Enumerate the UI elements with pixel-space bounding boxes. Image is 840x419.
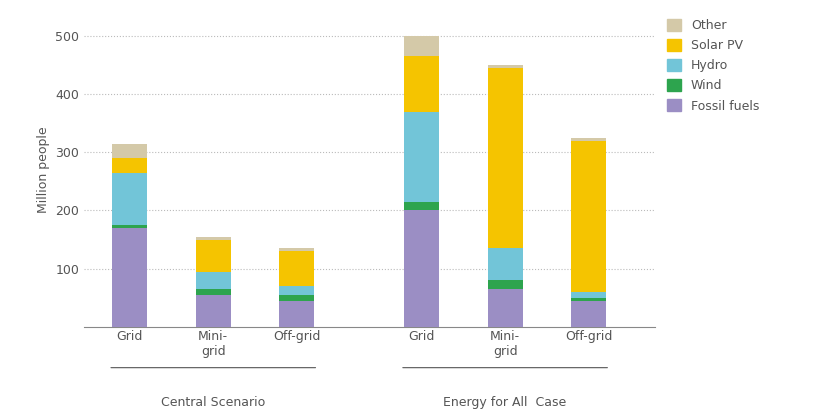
Bar — [571, 298, 606, 301]
Y-axis label: Million people: Million people — [37, 127, 50, 213]
Legend: Other, Solar PV, Hydro, Wind, Fossil fuels: Other, Solar PV, Hydro, Wind, Fossil fue… — [667, 19, 759, 113]
Bar — [196, 272, 231, 289]
Bar — [196, 289, 231, 295]
Bar — [279, 301, 314, 327]
Bar — [487, 280, 522, 289]
Bar — [571, 138, 606, 141]
Bar — [404, 210, 439, 327]
Bar — [113, 173, 147, 225]
Bar — [404, 56, 439, 111]
Bar — [404, 202, 439, 210]
Bar — [571, 292, 606, 298]
Bar — [487, 68, 522, 248]
Bar — [196, 237, 231, 240]
Bar — [279, 286, 314, 295]
Bar — [196, 240, 231, 272]
Bar — [113, 225, 147, 228]
Bar — [404, 36, 439, 56]
Bar — [571, 141, 606, 292]
Text: Energy for All  Case: Energy for All Case — [444, 396, 567, 409]
Bar — [196, 295, 231, 327]
Bar — [279, 251, 314, 286]
Bar — [113, 228, 147, 327]
Bar — [571, 301, 606, 327]
Bar — [113, 143, 147, 158]
Bar — [113, 158, 147, 173]
Bar — [279, 295, 314, 301]
Text: Central Scenario: Central Scenario — [161, 396, 265, 409]
Bar — [487, 289, 522, 327]
Bar — [487, 248, 522, 280]
Bar — [404, 111, 439, 202]
Bar — [487, 65, 522, 68]
Bar — [279, 248, 314, 251]
